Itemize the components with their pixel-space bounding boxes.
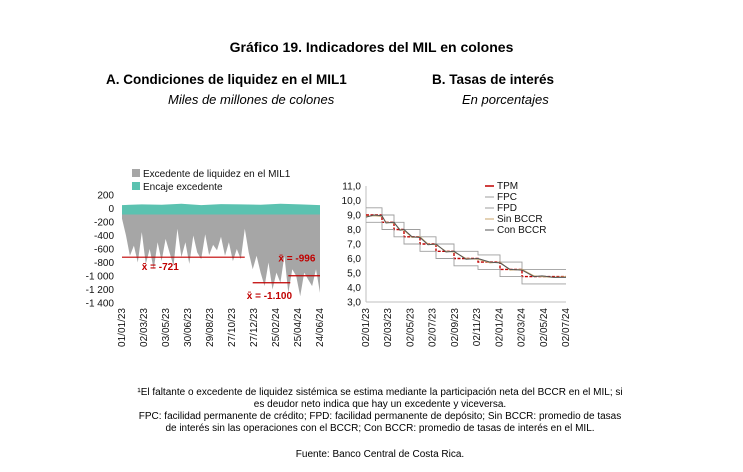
rates-ytick: 3,0 — [347, 298, 361, 309]
liquidity-xtick: 25/02/24 — [271, 308, 282, 347]
rates-ytick: 7,0 — [347, 240, 361, 251]
rates-ytick: 9,0 — [347, 211, 361, 222]
legend-fpc-label: FPC — [497, 192, 517, 203]
rates-xtick: 02/01/23 — [361, 308, 372, 347]
rates-ytick: 10,0 — [342, 196, 362, 207]
legend-excedente-swatch — [132, 169, 140, 177]
legend-con-bccr-label: Con BCCR — [497, 225, 546, 236]
rates-ytick: 6,0 — [347, 254, 361, 265]
mean-label-2024b: x̄ = -996 — [278, 254, 315, 265]
rates-xtick: 02/05/24 — [539, 308, 550, 347]
liquidity-ytick: 200 — [97, 191, 114, 202]
rate-series-fpd — [366, 221, 566, 285]
rates-chart: 11,0 10,0 9,0 8,0 7,0 6,0 5,0 4,0 3,0 02/01/23 02… — [342, 181, 572, 347]
rates-xtick: 02/01/24 — [494, 308, 505, 347]
liquidity-ytick: -800 — [94, 258, 114, 269]
legend-sin-bccr-label: Sin BCCR — [497, 214, 543, 225]
legend-encaje-swatch — [132, 182, 140, 190]
panel-a-unit: Miles de millones de colones — [168, 92, 335, 107]
rates-xtick: 02/07/23 — [428, 308, 439, 347]
rates-ytick: 8,0 — [347, 225, 361, 236]
encaje-area — [122, 203, 320, 215]
rates-xtick: 02/09/23 — [450, 308, 461, 347]
liquidity-ytick: -1 000 — [86, 272, 115, 283]
panel-b-heading: B. Tasas de interés — [432, 72, 555, 87]
legend-encaje-label: Encaje excedente — [143, 182, 223, 193]
rates-ytick: 11,0 — [342, 182, 361, 193]
rates-xtick: 02/07/24 — [561, 308, 572, 347]
footnote-1: ¹El faltante o excedente de liquidez sis… — [137, 387, 623, 398]
liquidity-ytick: -400 — [94, 231, 114, 242]
rates-xtick: 02/11/23 — [472, 308, 483, 347]
liquidity-chart: x̄ = -721 x̄ = -1.100 x̄ = -996 200 0 -200 -4… — [86, 169, 326, 347]
liquidity-xtick: 24/06/24 — [315, 308, 326, 347]
mean-label-2023: x̄ = -721 — [142, 262, 179, 273]
liquidity-xtick: 30/06/23 — [183, 308, 194, 347]
liquidity-ytick: -200 — [94, 218, 114, 229]
rates-ytick: 5,0 — [347, 269, 361, 280]
liquidity-xtick: 01/01/23 — [117, 308, 128, 347]
liquidity-xtick: 25/04/24 — [293, 308, 304, 347]
liquidity-ytick: -1 400 — [86, 299, 115, 310]
liquidity-xtick: 27/12/23 — [249, 308, 260, 347]
liquidity-ytick: 0 — [108, 204, 114, 215]
footnote-4: de interés sin las operaciones con el BC… — [165, 423, 595, 434]
liquidity-xtick: 27/10/23 — [227, 308, 238, 347]
legend-fpd-label: FPD — [497, 203, 517, 214]
source-note: Fuente: Banco Central de Costa Rica. — [295, 449, 465, 460]
figure-title: Gráfico 19. Indicadores del MIL en colon… — [229, 39, 514, 55]
rates-xtick: 02/05/23 — [405, 308, 416, 347]
excedente-area — [122, 208, 320, 297]
rates-ytick: 4,0 — [347, 283, 361, 294]
footnote-3: FPC: facilidad permanente de crédito; FP… — [138, 411, 622, 422]
rates-xtick: 02/03/23 — [383, 308, 394, 347]
liquidity-ytick: -1 200 — [86, 285, 115, 296]
liquidity-xtick: 02/03/23 — [139, 308, 150, 347]
mean-label-2024a: x̄ = -1.100 — [247, 291, 293, 302]
rate-series-con-bccr — [365, 214, 566, 278]
legend-tpm-label: TPM — [497, 181, 518, 192]
liquidity-xtick: 03/05/23 — [161, 308, 172, 347]
footnote-2: es deudor neto indica que hay un exceden… — [253, 399, 507, 410]
liquidity-ytick: -600 — [94, 245, 114, 256]
rates-xtick: 02/03/24 — [517, 308, 528, 347]
legend-excedente-label: Excedente de liquidez en el MIL1 — [143, 169, 291, 180]
liquidity-xtick: 29/08/23 — [205, 308, 216, 347]
panel-a-heading: A. Condiciones de liquidez en el MIL1 — [106, 72, 347, 87]
panel-b-unit: En porcentajes — [462, 92, 549, 107]
